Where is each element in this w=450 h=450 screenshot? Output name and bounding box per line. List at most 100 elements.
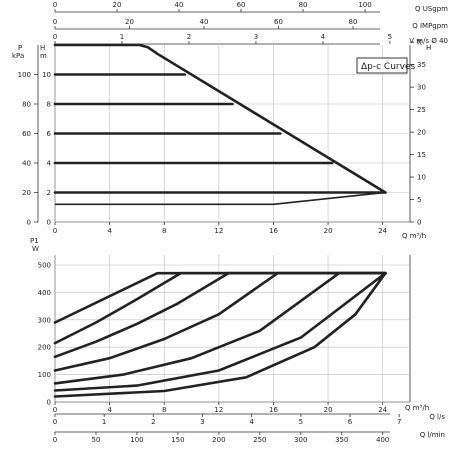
- bottom-flow-axes: 0 1 2 3 4 5 6 7 Q l/s 0 50 100 150 200 250 300 350 400 Q l…: [53, 413, 446, 444]
- head-ft-tick-label: 15: [417, 151, 426, 159]
- bottom-axis-1-tick-label: 50: [92, 436, 101, 444]
- power-y-tick-label: 100: [38, 371, 51, 379]
- head-ft-tick-label: 5: [417, 196, 421, 204]
- head-m-tick-label: 6: [47, 130, 52, 138]
- bottom-axis-1-tick-label: 350: [335, 436, 348, 444]
- power-curve-2: [53, 271, 387, 359]
- power-x-tick-label: 20: [324, 406, 333, 414]
- head-chart-ylabel-top: P: [18, 44, 22, 52]
- head-m-tick-label: 8: [47, 101, 51, 109]
- head-m-tick-label: 2: [47, 189, 51, 197]
- head-kpa-tick-label: 60: [22, 130, 31, 138]
- bottom-axis-1-tick-label: 200: [212, 436, 225, 444]
- head-x-tick-label: 0: [53, 227, 57, 235]
- head-ft-tick-label: 30: [417, 84, 426, 92]
- power-chart-ylabel-unit: W: [32, 245, 39, 253]
- head-m-tick-label: 0: [47, 219, 51, 227]
- power-curve-3: [53, 271, 387, 372]
- power-x-tick-label: 0: [53, 406, 57, 414]
- bottom-axis-0-tick-label: 1: [102, 418, 106, 426]
- bottom-axis-0-label: Q l/s: [429, 413, 445, 421]
- bottom-axis-0-tick-label: 0: [53, 418, 57, 426]
- head-ft-tick-label: ft: [417, 39, 422, 47]
- head-kpa-tick-label: 40: [22, 160, 31, 168]
- bottom-axis-1-tick-label: 250: [253, 436, 266, 444]
- bottom-axis-0-tick-label: 5: [299, 418, 303, 426]
- head-curve-6: [53, 43, 387, 194]
- head-ft-tick-label: 20: [417, 129, 426, 137]
- bottom-axis-0-tick-label: 4: [249, 418, 254, 426]
- head-chart-y2-m-top: H: [40, 44, 45, 52]
- power-y-tick-label: 200: [38, 344, 51, 352]
- bottom-axis-1-tick-label: 100: [130, 436, 143, 444]
- power-x-tick-label: 16: [269, 406, 278, 414]
- power-curve-6: [53, 271, 387, 398]
- top-axis-0-tick-label: 60: [237, 1, 246, 9]
- power-x-tick-label: 12: [214, 406, 223, 414]
- head-x-tick-label: 16: [269, 227, 278, 235]
- top-axis-0-tick-label: 0: [53, 1, 57, 9]
- top-axis-1-tick-label: 20: [125, 18, 134, 26]
- power-y-tick-label: 500: [38, 262, 51, 270]
- power-y-tick-label: 300: [38, 316, 51, 324]
- power-curve-4: [53, 271, 387, 385]
- power-chart-ticks: 0 4 8 12 16 20 24 0 100 200 300 400 500: [38, 262, 388, 415]
- head-chart-y2-ft-top: H: [426, 44, 431, 52]
- head-x-tick-label: 20: [324, 227, 333, 235]
- top-flow-axes: 0 20 40 60 80 100 Q USgpm 0 20 40 60 80 Q IMPgpm 0 1 2 3…: [53, 1, 448, 45]
- head-m-tick-label: 4: [47, 160, 52, 168]
- top-axis-1-tick-label: 80: [349, 18, 358, 26]
- power-y-tick-label: 0: [47, 399, 51, 407]
- top-axis-0-tick-label: 80: [299, 1, 308, 9]
- head-x-tick-label: 4: [107, 227, 112, 235]
- head-ft-tick-label: 0: [417, 219, 421, 227]
- head-x-tick-label: 8: [162, 227, 166, 235]
- head-curve-0: [55, 191, 386, 206]
- head-ft-tick-label: 25: [417, 106, 426, 114]
- power-curve-1: [53, 271, 387, 345]
- power-y-tick-label: 400: [38, 289, 51, 297]
- power-x-tick-label: 24: [378, 406, 387, 414]
- head-x-tick-label: 12: [214, 227, 223, 235]
- head-chart-curves: [53, 43, 387, 206]
- top-axis-0-tick-label: 40: [175, 1, 184, 9]
- bottom-axis-1-tick-label: 300: [294, 436, 307, 444]
- top-axis-1-tick-label: 60: [274, 18, 283, 26]
- power-chart-grid: [54, 255, 410, 403]
- head-ft-tick-label: 10: [417, 174, 426, 182]
- head-chart-ylabel-unit: kPa: [12, 52, 24, 60]
- bottom-axis-1-tick-label: 0: [53, 436, 57, 444]
- bottom-axis-1-tick-label: 150: [171, 436, 184, 444]
- top-axis-2-label: V m/s Ø 40: [409, 37, 448, 45]
- top-axis-2-tick-label: 3: [254, 33, 258, 41]
- power-chart-curves: [53, 271, 387, 398]
- head-chart-ticks: 0 4 8 12 16 20 2402468100204060801000510152025…: [18, 39, 426, 235]
- power-chart-ylabel-top: P1: [30, 237, 39, 245]
- top-axis-2-tick-label: 0: [53, 33, 57, 41]
- top-axis-1-tick-label: 0: [53, 18, 57, 26]
- bottom-axis-0-tick-label: 2: [151, 418, 155, 426]
- head-kpa-tick-label: 80: [22, 101, 31, 109]
- head-kpa-tick-label: 20: [22, 189, 31, 197]
- power-curve-0: [53, 271, 387, 324]
- bottom-axis-0-tick-label: 6: [348, 418, 353, 426]
- power-curve-5: [53, 271, 387, 392]
- head-chart-xlabel: Q m³/h: [402, 232, 426, 240]
- power-chart-xlabel: Q m³/h: [405, 404, 429, 412]
- top-axis-0-label: Q USgpm: [415, 5, 448, 13]
- top-axis-0-tick-label: 100: [358, 1, 371, 9]
- top-axis-2-tick-label: 2: [187, 33, 191, 41]
- curve-type-label: Δp-c Curves: [361, 62, 415, 72]
- power-x-tick-label: 8: [162, 406, 166, 414]
- top-axis-2-tick-label: 5: [388, 33, 392, 41]
- head-m-tick-label: 10: [42, 71, 51, 79]
- head-kpa-tick-label: 0: [27, 219, 31, 227]
- top-axis-1-tick-label: 40: [200, 18, 209, 26]
- bottom-axis-0-tick-label: 3: [200, 418, 204, 426]
- top-axis-0-tick-label: 20: [113, 1, 122, 9]
- top-axis-2-tick-label: 1: [120, 33, 124, 41]
- bottom-axis-0-tick-label: 7: [397, 418, 401, 426]
